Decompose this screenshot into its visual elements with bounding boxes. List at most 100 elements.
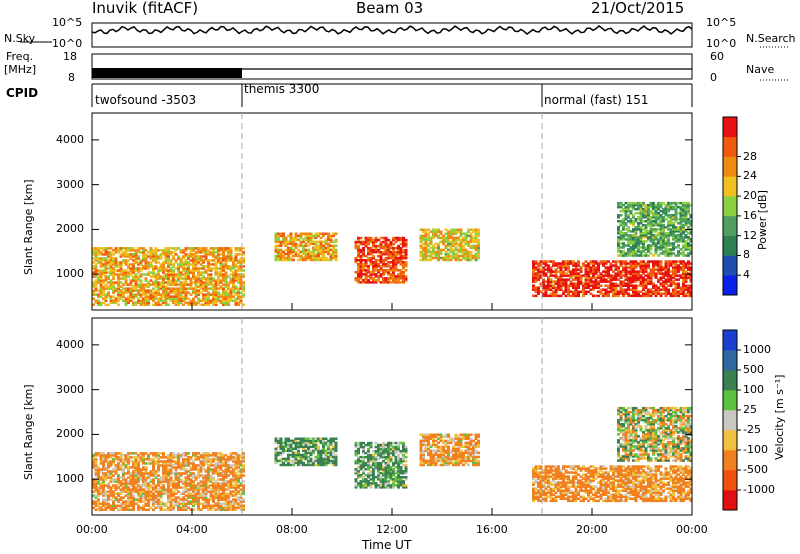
- echo-cell: [634, 266, 638, 269]
- echo-cell: [564, 294, 568, 298]
- echo-cell: [307, 248, 310, 252]
- echo-cell: [177, 454, 180, 457]
- echo-cell: [137, 275, 140, 278]
- echo-cell: [124, 456, 128, 459]
- echo-cell: [232, 498, 235, 501]
- echo-cell: [657, 254, 660, 257]
- echo-cell: [237, 279, 240, 282]
- echo-cell: [112, 269, 115, 272]
- echo-cell: [109, 476, 113, 479]
- echo-cell: [444, 246, 448, 250]
- echo-cell: [157, 267, 160, 270]
- echo-cell: [204, 506, 208, 509]
- echo-cell: [384, 265, 388, 268]
- echo-cell: [317, 250, 320, 254]
- echo-cell: [142, 504, 145, 507]
- echo-cell: [402, 279, 405, 282]
- echo-cell: [374, 281, 378, 284]
- echo-cell: [629, 218, 633, 221]
- echo-cell: [184, 281, 188, 284]
- echo-cell: [632, 264, 635, 267]
- echo-cell: [452, 244, 455, 248]
- echo-cell: [452, 254, 455, 258]
- echo-cell: [179, 464, 183, 467]
- echo-cell: [107, 259, 110, 262]
- echo-cell: [184, 259, 188, 262]
- echo-cell: [332, 244, 335, 248]
- echo-cell: [207, 263, 210, 266]
- echo-cell: [679, 274, 683, 277]
- echo-cell: [574, 262, 578, 265]
- echo-cell: [207, 277, 210, 280]
- echo-cell: [372, 279, 375, 282]
- echo-cell: [584, 280, 588, 283]
- echo-cell: [652, 268, 655, 271]
- echo-cell: [359, 277, 363, 280]
- echo-cell: [214, 267, 218, 270]
- echo-cell: [462, 252, 465, 256]
- echo-cell: [152, 482, 155, 485]
- echo-cell: [137, 289, 140, 292]
- echo-cell: [549, 280, 553, 283]
- echo-cell: [424, 244, 428, 248]
- echo-cell: [112, 484, 115, 487]
- echo-cell: [162, 261, 165, 264]
- echo-cell: [174, 299, 178, 302]
- echo-cell: [204, 247, 208, 250]
- echo-cell: [104, 492, 108, 495]
- echo-cell: [129, 287, 133, 290]
- echo-cell: [157, 454, 160, 457]
- echo-cell: [604, 294, 608, 298]
- echo-cell: [609, 262, 613, 265]
- echo-cell: [282, 240, 285, 244]
- echo-cell: [119, 458, 123, 461]
- echo-cell: [454, 242, 458, 246]
- echo-cell: [654, 214, 658, 217]
- echo-cell: [394, 236, 398, 240]
- echo-cell: [222, 478, 225, 481]
- echo-cell: [379, 261, 383, 264]
- echo-cell: [334, 252, 338, 256]
- echo-cell: [132, 247, 135, 250]
- echo-cell: [207, 456, 210, 459]
- echo-cell: [147, 285, 150, 288]
- echo-cell: [179, 293, 183, 296]
- echo-cell: [642, 220, 645, 223]
- echo-cell: [604, 260, 608, 263]
- echo-cell: [357, 250, 360, 254]
- echo-cell: [132, 466, 135, 469]
- echo-cell: [227, 283, 230, 286]
- echo-cell: [94, 259, 98, 262]
- echo-cell: [682, 220, 685, 223]
- echo-cell: [194, 291, 198, 294]
- echo-cell: [232, 490, 235, 493]
- echo-cell: [397, 281, 400, 284]
- echo-cell: [569, 274, 573, 277]
- echo-cell: [187, 476, 190, 479]
- echo-cell: [549, 268, 553, 271]
- echo-cell: [159, 257, 163, 260]
- echo-cell: [172, 287, 175, 290]
- echo-cell: [639, 254, 643, 257]
- echo-cell: [647, 230, 650, 233]
- echo-cell: [454, 246, 458, 250]
- echo-cell: [197, 476, 200, 479]
- echo-cell: [357, 236, 360, 240]
- echo-cell: [674, 286, 678, 289]
- echo-cell: [102, 490, 105, 493]
- echo-cell: [677, 201, 680, 205]
- echo-cell: [677, 286, 680, 289]
- echo-cell: [427, 228, 430, 231]
- echo-cell: [679, 222, 683, 225]
- echo-cell: [214, 273, 218, 276]
- echo-cell: [189, 496, 193, 499]
- echo-cell: [307, 240, 310, 244]
- echo-cell: [314, 246, 318, 250]
- echo-cell: [104, 247, 108, 250]
- echo-cell: [194, 303, 198, 306]
- echo-cell: [402, 256, 405, 260]
- echo-cell: [237, 303, 240, 306]
- echo-cell: [167, 303, 170, 306]
- echo-cell: [664, 252, 668, 255]
- echo-cell: [592, 284, 595, 287]
